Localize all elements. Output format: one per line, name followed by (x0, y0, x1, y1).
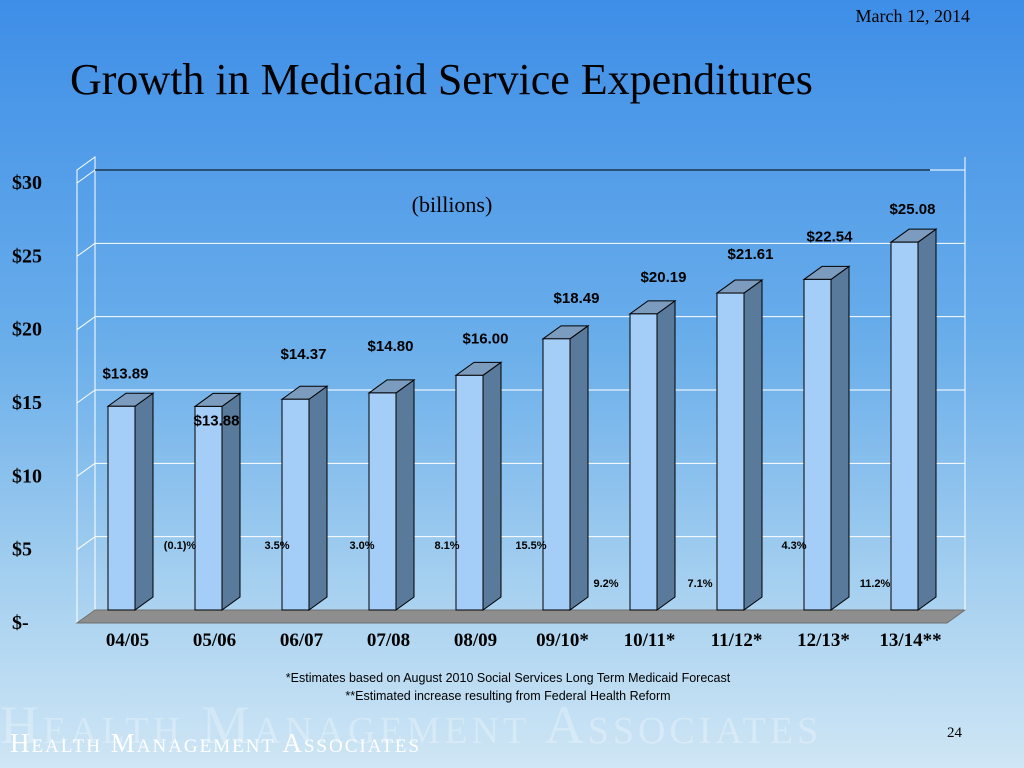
bar-chart: $- $5 $10 $15 $20 $25 $30 04/05 $13.89 05/06 $13.… (12, 156, 967, 651)
bar-front (629, 313, 658, 611)
y-tick-label: $20 (12, 319, 42, 341)
bar-1213 (802, 265, 851, 611)
value-label: $14.37 (281, 346, 327, 363)
bar-1011 (628, 299, 677, 611)
y-axis: $- $5 $10 $15 $20 $25 $30 (12, 172, 42, 634)
x-tick-label: 13/14** (879, 630, 941, 651)
value-label: $16.00 (463, 330, 509, 347)
bar-0405 (106, 392, 155, 611)
slide-title: Growth in Medicaid Service Expenditures (70, 55, 813, 104)
value-label: $25.08 (890, 201, 936, 218)
bar-front (368, 392, 397, 611)
y-tick-label: $30 (12, 172, 42, 194)
bar-front (803, 278, 832, 611)
value-label: $13.89 (103, 365, 149, 382)
bar-front (194, 405, 223, 611)
x-tick-label: 11/12* (711, 630, 763, 651)
value-label: $18.49 (554, 290, 600, 307)
bar-front (542, 338, 571, 611)
bar-1314 (889, 228, 938, 611)
growth-rate-label: 8.1% (434, 540, 459, 552)
chart-units-annotation: (billions) (412, 192, 493, 217)
bar-side (482, 361, 502, 611)
value-label: $13.88 (194, 412, 240, 429)
value-label: $20.19 (641, 269, 687, 286)
x-tick-label: 08/09 (454, 630, 497, 651)
chart-bars (106, 228, 938, 611)
value-label: $21.61 (728, 246, 774, 263)
x-tick-label: 09/10* (536, 630, 589, 651)
chart-floor (75, 609, 967, 624)
company-logo: Health Management Associates (10, 728, 422, 758)
growth-rate-label: 15.5% (515, 540, 546, 552)
growth-rate-label: 3.0% (349, 540, 374, 552)
bar-front (281, 398, 310, 611)
x-tick-label: 04/05 (106, 630, 149, 651)
x-tick-label: 12/13* (797, 630, 850, 651)
growth-rate-label: 3.5% (264, 540, 289, 552)
value-label: $22.54 (807, 228, 854, 245)
x-tick-label: 05/06 (193, 630, 236, 651)
growth-rate-label: 4.3% (781, 540, 806, 552)
bar-side (569, 324, 589, 611)
bar-front (107, 405, 136, 611)
gridline-depth (76, 462, 96, 477)
y-tick-label: $- (12, 612, 29, 634)
bar-0910 (541, 324, 590, 611)
bar-side (395, 378, 415, 611)
y-tick-label: $10 (12, 465, 42, 487)
bar-side (917, 228, 937, 611)
bar-side (656, 299, 676, 611)
gridline-depth (76, 242, 96, 257)
bar-0708 (367, 378, 416, 611)
y-tick-label: $25 (12, 245, 42, 267)
growth-rate-label: 7.1% (687, 578, 712, 590)
bar-0809 (454, 361, 503, 611)
slide-date: March 12, 2014 (855, 6, 970, 26)
growth-rate-label: (0.1)% (164, 540, 197, 552)
y-tick-label: $5 (12, 539, 32, 561)
gridline-depth (76, 169, 96, 184)
logo-watermark: Health Management Associates (0, 695, 823, 755)
x-tick-label: 10/11* (624, 630, 676, 651)
growth-rate-label: 11.2% (860, 578, 891, 590)
gridline-depth (76, 316, 96, 331)
x-tick-label: 06/07 (280, 630, 324, 651)
chart-side-wall (76, 156, 96, 624)
bar-1112 (715, 279, 764, 611)
bar-front (890, 241, 919, 611)
page-number: 24 (947, 725, 962, 741)
bar-side (830, 265, 850, 611)
y-tick-label: $15 (12, 392, 42, 414)
bar-front (716, 292, 745, 611)
bar-side (134, 392, 154, 611)
value-label: $14.80 (368, 338, 414, 355)
growth-rate-label: 9.2% (593, 578, 618, 590)
gridline-depth (76, 389, 96, 404)
gridline-depth (76, 536, 96, 551)
bar-side (308, 385, 328, 611)
bar-0607 (280, 385, 329, 611)
bar-front (455, 374, 484, 611)
footnote-federal-reform: **Estimated increase resulting from Fede… (345, 689, 671, 703)
bar-side (743, 279, 763, 611)
bar-0506 (193, 392, 242, 611)
chart-labels: 04/05 $13.89 05/06 $13.88 06/07 $14.37 07/08 $1… (103, 201, 942, 651)
x-tick-label: 07/08 (367, 630, 410, 651)
footnote-estimates: *Estimates based on August 2010 Social S… (285, 671, 731, 685)
